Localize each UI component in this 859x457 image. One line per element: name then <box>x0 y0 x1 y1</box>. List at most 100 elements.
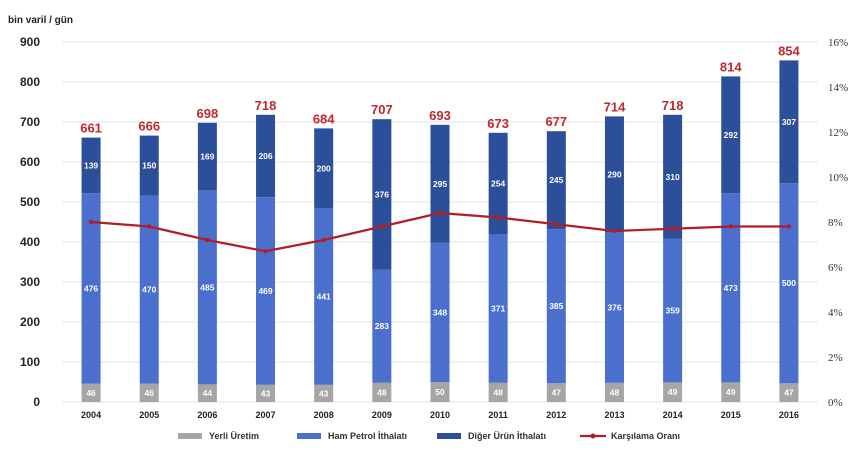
bar-segment <box>256 114 276 198</box>
segment-labels: 46 476 139 46 470 150 44 485 169 43 469 206 43 441 200… <box>84 117 796 399</box>
line-point <box>728 224 733 229</box>
total-labels: 661 666 698 718 684 707 693 673 677 714 718 814 854 <box>80 43 800 135</box>
bar-segment <box>779 183 799 384</box>
segment-value-label: 485 <box>200 282 214 292</box>
bar-segment <box>197 384 217 402</box>
y2-tick-label: 12% <box>828 127 848 139</box>
segment-value-label: 200 <box>317 163 331 173</box>
total-value-label: 814 <box>720 59 742 74</box>
segment-value-label: 290 <box>607 169 621 179</box>
segment-value-label: 469 <box>258 286 272 296</box>
segment-value-label: 359 <box>666 306 680 316</box>
x-tick-label: 2011 <box>488 410 508 420</box>
bar-segment <box>256 384 276 402</box>
bar-segment <box>604 382 624 402</box>
x-tick-label: 2010 <box>430 410 450 420</box>
segment-value-label: 307 <box>782 117 796 127</box>
bar-segment <box>488 132 508 235</box>
x-tick-label: 2006 <box>197 410 217 420</box>
segment-value-label: 46 <box>144 388 154 398</box>
y2-tick-label: 14% <box>828 82 848 94</box>
total-value-label: 677 <box>545 114 567 129</box>
bar-segment <box>721 193 741 383</box>
bar-segment <box>372 119 392 270</box>
y-tick-label: 400 <box>20 235 40 249</box>
segment-value-label: 48 <box>377 387 387 397</box>
bar-segment <box>314 128 334 209</box>
bar-segment <box>81 383 101 402</box>
x-axis: 2004 2005 2006 2007 2008 2009 2010 2011 2012 2013… <box>81 410 799 420</box>
bar-segment <box>372 269 392 383</box>
total-value-label: 673 <box>487 116 509 131</box>
bar-segment <box>721 76 741 194</box>
segment-value-label: 49 <box>668 387 678 397</box>
segment-value-label: 441 <box>317 292 331 302</box>
line-point <box>379 224 385 229</box>
line-point <box>263 249 268 254</box>
coverage-ratio-line <box>88 210 792 254</box>
bar-segment <box>546 229 566 384</box>
x-tick-label: 2014 <box>663 410 683 420</box>
y-axis-right: 0% 2% 4% 6% 8% 10% 12% 14% 16% <box>828 37 848 409</box>
y-tick-label: 300 <box>20 275 40 289</box>
segment-value-label: 470 <box>142 285 156 295</box>
bar-segment <box>721 382 741 402</box>
total-value-label: 854 <box>778 43 800 58</box>
bar-segment <box>488 382 508 402</box>
segment-value-label: 44 <box>203 388 213 398</box>
segment-value-label: 348 <box>433 307 447 317</box>
legend-swatch <box>178 433 202 439</box>
segment-value-label: 473 <box>724 283 738 293</box>
segment-value-label: 245 <box>549 175 563 185</box>
segment-value-label: 50 <box>435 387 445 397</box>
segment-value-label: 169 <box>200 152 214 162</box>
segment-value-label: 385 <box>549 301 563 311</box>
line-point <box>612 228 617 234</box>
segment-value-label: 49 <box>726 387 736 397</box>
segment-value-label: 254 <box>491 179 505 189</box>
y-axis-left: 0 100 200 300 400 500 600 700 800 900 <box>20 35 40 409</box>
segment-value-label: 46 <box>86 388 96 398</box>
bar-segment <box>663 238 683 383</box>
bar-segment <box>546 131 566 230</box>
bar-segment <box>779 60 799 184</box>
x-tick-label: 2007 <box>256 410 276 420</box>
y2-tick-label: 4% <box>828 307 843 319</box>
total-value-label: 707 <box>371 102 393 117</box>
line-point <box>786 224 792 229</box>
y2-tick-label: 2% <box>828 352 843 364</box>
bar-segment <box>139 195 159 384</box>
total-value-label: 718 <box>255 98 277 113</box>
y-tick-label: 600 <box>20 155 40 169</box>
line-point <box>88 219 94 225</box>
line-point <box>495 215 501 220</box>
legend: Yerli Üretim Ham Petrol İthalatı Diğer Ürü… <box>178 431 680 441</box>
bar-segment <box>314 208 334 385</box>
segment-value-label: 476 <box>84 283 98 293</box>
x-tick-label: 2013 <box>604 410 624 420</box>
segment-value-label: 48 <box>493 387 503 397</box>
bar-segment <box>430 382 450 402</box>
y-tick-label: 100 <box>20 355 40 369</box>
y-tick-label: 500 <box>20 195 40 209</box>
legend-label: Karşılama Oranı <box>611 431 680 441</box>
line-point <box>554 222 559 227</box>
x-tick-label: 2008 <box>314 410 334 420</box>
x-tick-label: 2016 <box>779 410 799 420</box>
total-value-label: 661 <box>80 121 102 136</box>
bar-segment <box>139 135 159 196</box>
bar-segment <box>139 383 159 402</box>
bar-segment <box>663 114 683 239</box>
segment-value-label: 150 <box>142 161 156 171</box>
bar-segment <box>430 242 450 382</box>
bar-segment <box>372 382 392 402</box>
bar-segment <box>546 383 566 402</box>
total-value-label: 698 <box>197 106 219 121</box>
y-axis-title: bin varil / gün <box>8 15 73 26</box>
bar-segment <box>604 232 624 383</box>
line-point <box>147 224 152 229</box>
segment-value-label: 310 <box>666 172 680 182</box>
line-point <box>205 237 210 243</box>
bar-segment <box>604 116 624 233</box>
